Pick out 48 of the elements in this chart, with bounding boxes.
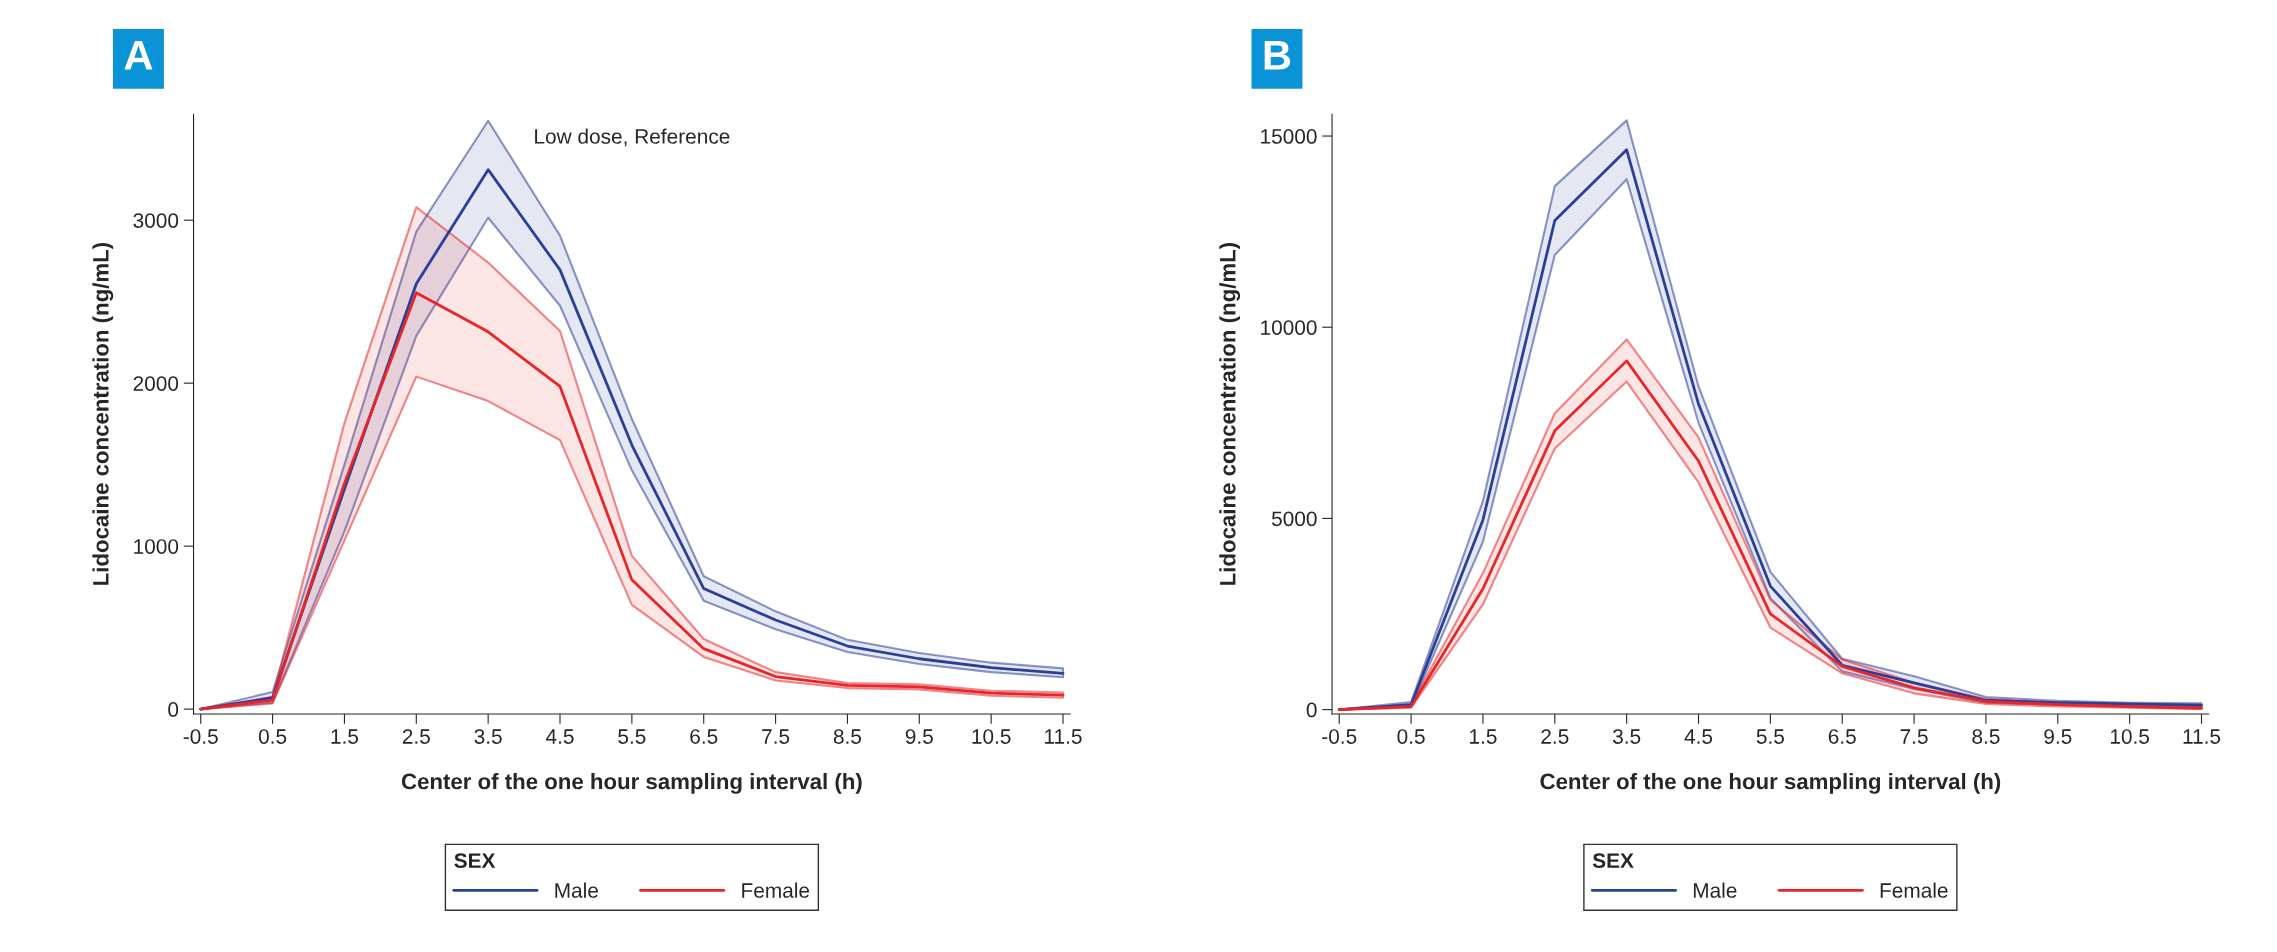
y-axis-title: Lidocaine concentration (ng/mL)	[92, 242, 114, 585]
x-tick-label: 2.5	[402, 729, 430, 744]
x-tick-label: 3.5	[474, 729, 502, 744]
x-tick-label: 10.5	[2110, 729, 2150, 744]
chart-title: B	[1264, 40, 1291, 70]
y-tick-label: 10000	[1261, 320, 1317, 335]
x-tick-label: 6.5	[690, 729, 718, 744]
legend-title: SEX	[1592, 853, 1634, 868]
x-tick-label: 1.5	[1470, 729, 1497, 744]
y-tick-label: 5000	[1271, 511, 1317, 527]
x-tick-label: 11.5	[2183, 729, 2221, 744]
legend-label: Male	[555, 882, 598, 898]
x-tick-label: 3.5	[1612, 729, 1641, 744]
x-tick-label: 8.5	[833, 729, 862, 744]
x-tick-label: 8.5	[1972, 729, 2000, 744]
line-series	[199, 291, 1065, 711]
chart-title: A	[124, 40, 153, 70]
annotation: Low dose, Reference	[535, 128, 730, 147]
x-tick-label: -0.5	[1322, 729, 1357, 744]
y-tick-label: 1000	[134, 539, 179, 554]
y-tick-label: 2000	[133, 376, 179, 391]
legend-label: Male	[1693, 882, 1737, 898]
x-tick-label: 0.5	[1397, 729, 1425, 744]
x-tick-label: 2.5	[1541, 729, 1569, 744]
x-tick-label: 7.5	[1900, 729, 1928, 744]
x-tick-label: 9.5	[2044, 729, 2072, 744]
legend-label: Female	[1880, 882, 1948, 898]
y-tick-label: 0	[168, 702, 179, 717]
x-axis-title: Center of the one hour sampling interval (h)	[1540, 773, 2001, 794]
y-tick-label: 0	[1306, 702, 1317, 718]
x-tick-label: 5.5	[1756, 729, 1784, 744]
legend-title: SEX	[454, 853, 496, 868]
y-axis-title: Lidocaine concentration (ng/mL)	[1219, 242, 1241, 585]
legend-label: Female	[742, 882, 810, 898]
y-tick-label: 3000	[133, 213, 179, 228]
x-tick-label: 4.5	[546, 729, 574, 744]
x-tick-label: 10.5	[972, 729, 1011, 744]
x-tick-label: 11.5	[1045, 729, 1082, 744]
x-axis-title: Center of the one hour sampling interval (h)	[401, 773, 862, 794]
x-tick-label: 0.5	[258, 729, 287, 744]
x-tick-label: 5.5	[618, 729, 646, 744]
x-tick-label: 6.5	[1828, 729, 1856, 744]
x-tick-label: 4.5	[1684, 729, 1713, 744]
y-tick-label: 15000	[1261, 129, 1317, 144]
x-tick-label: 9.5	[905, 729, 933, 744]
x-tick-label: 7.5	[762, 729, 790, 744]
x-tick-label: -0.5	[183, 729, 218, 744]
x-tick-label: 1.5	[331, 729, 359, 744]
